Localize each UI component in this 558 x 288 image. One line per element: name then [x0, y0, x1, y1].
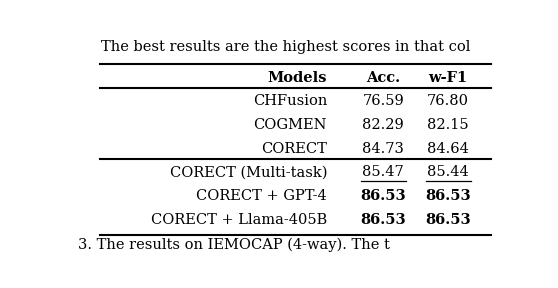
Text: 86.53: 86.53 — [360, 213, 406, 227]
Text: 85.44: 85.44 — [427, 166, 469, 179]
Text: w-F1: w-F1 — [429, 71, 468, 85]
Text: 86.53: 86.53 — [360, 189, 406, 203]
Text: 82.29: 82.29 — [362, 118, 404, 132]
Text: 76.80: 76.80 — [427, 94, 469, 108]
Text: 84.73: 84.73 — [362, 142, 404, 156]
Text: CORECT (Multi-task): CORECT (Multi-task) — [170, 166, 327, 179]
Text: COGMEN: COGMEN — [253, 118, 327, 132]
Text: CORECT: CORECT — [261, 142, 327, 156]
Text: CORECT + Llama-405B: CORECT + Llama-405B — [151, 213, 327, 227]
Text: Acc.: Acc. — [366, 71, 400, 85]
Text: 76.59: 76.59 — [362, 94, 404, 108]
Text: The best results are the highest scores in that col: The best results are the highest scores … — [102, 40, 470, 54]
Text: CHFusion: CHFusion — [253, 94, 327, 108]
Text: 86.53: 86.53 — [425, 213, 471, 227]
Text: 82.15: 82.15 — [427, 118, 469, 132]
Text: 84.64: 84.64 — [427, 142, 469, 156]
Text: 3. The results on IEMOCAP (4-way). The t: 3. The results on IEMOCAP (4-way). The t — [78, 238, 390, 252]
Text: CORECT + GPT-4: CORECT + GPT-4 — [196, 189, 327, 203]
Text: 85.47: 85.47 — [362, 166, 404, 179]
Text: Models: Models — [267, 71, 327, 85]
Text: 86.53: 86.53 — [425, 189, 471, 203]
